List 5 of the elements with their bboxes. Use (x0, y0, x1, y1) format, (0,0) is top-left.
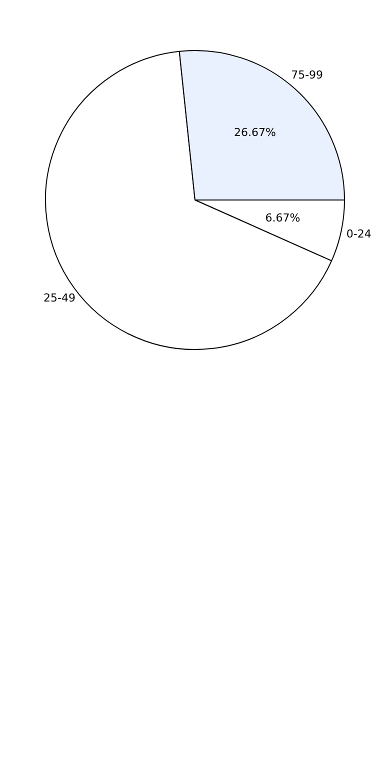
slice-label: 75-99 (291, 68, 324, 82)
slice-label: 0-24 (346, 228, 372, 241)
slice-label: 25-49 (44, 291, 76, 304)
data-label: 26.67% (234, 126, 276, 140)
data-label: 6.67% (265, 212, 300, 225)
